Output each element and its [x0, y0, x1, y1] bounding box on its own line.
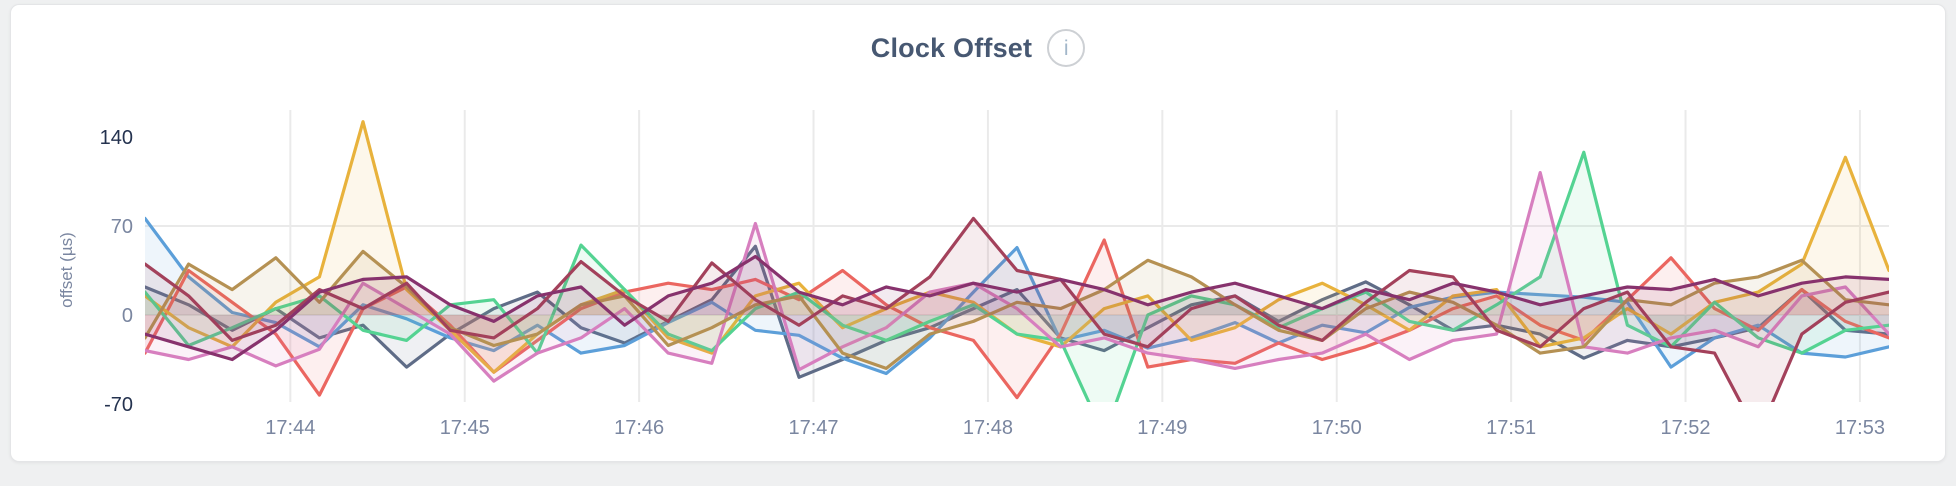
chart-title: Clock Offset	[870, 32, 1033, 63]
chart-header: Clock Offset i	[11, 29, 1945, 67]
chart-card: Clock Offset i	[10, 4, 1946, 462]
info-icon-glyph: i	[1063, 36, 1069, 60]
info-icon[interactable]: i	[1047, 29, 1086, 67]
